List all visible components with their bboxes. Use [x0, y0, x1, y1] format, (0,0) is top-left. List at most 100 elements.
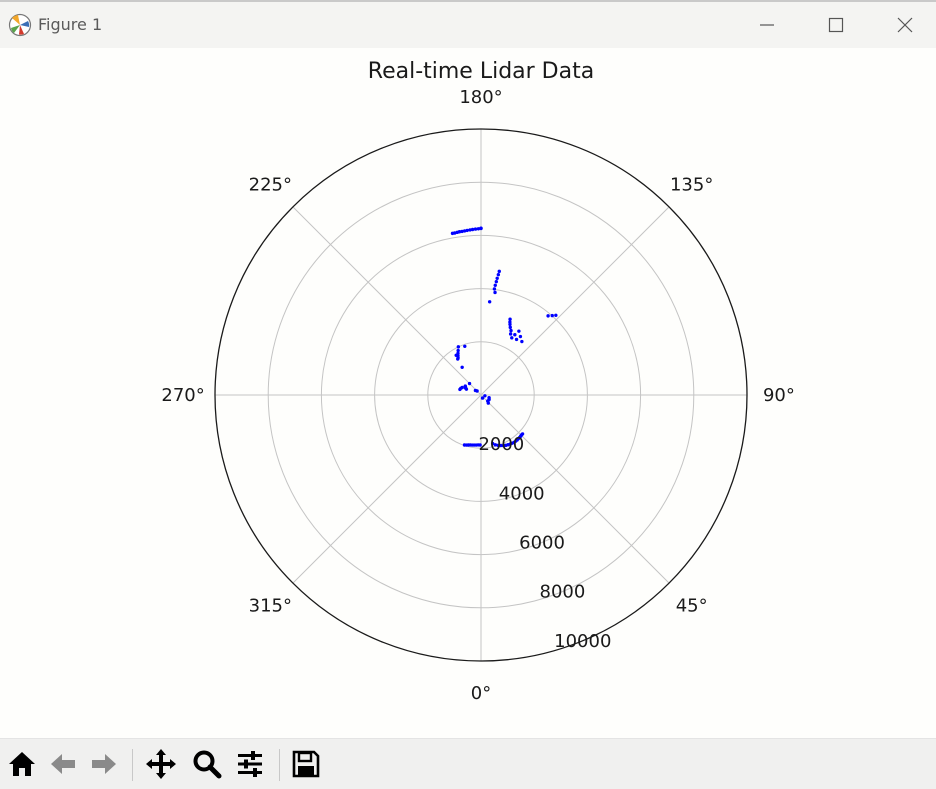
lidar-point [546, 314, 550, 318]
lidar-point [462, 229, 467, 233]
arrow-left-icon [51, 754, 75, 774]
close-button[interactable] [870, 2, 936, 48]
lidar-point [462, 443, 467, 447]
theta-tick-label: 225° [249, 174, 292, 195]
maximize-button[interactable] [801, 2, 871, 48]
lidar-point [513, 332, 517, 337]
lidar-point [459, 386, 463, 390]
lidar-point [501, 443, 506, 448]
lidar-point [467, 381, 472, 386]
chart-title: Real-time Lidar Data [368, 59, 594, 84]
lidar-point [450, 231, 455, 236]
theta-tick-label: 45° [676, 596, 708, 617]
maximize-icon [828, 17, 844, 33]
lidar-point [495, 276, 499, 280]
home-icon [9, 752, 35, 776]
lidar-point [487, 300, 492, 304]
arrow-right-icon [92, 754, 116, 774]
configure-subplots-button[interactable] [232, 746, 268, 782]
theta-tick-label: 90° [763, 385, 795, 406]
angular-grid-line [292, 394, 482, 584]
lidar-point [508, 332, 513, 336]
radial-tick-label: 6000 [519, 532, 565, 553]
lidar-point [483, 394, 487, 398]
radial-tick-label: 8000 [540, 582, 586, 603]
lidar-point [460, 229, 464, 234]
lidar-point [475, 389, 479, 393]
move-icon [146, 749, 176, 779]
lidar-point [470, 227, 475, 232]
close-icon [897, 17, 913, 33]
lidar-point [493, 443, 498, 447]
lidar-point [493, 283, 497, 287]
lidar-point [520, 432, 525, 436]
theta-tick-label: 315° [249, 596, 292, 617]
navigation-toolbar [0, 738, 936, 789]
lidar-point [496, 443, 500, 448]
window-title: Figure 1 [38, 15, 103, 34]
lidar-point [496, 272, 501, 277]
lidar-point [518, 334, 523, 339]
lidar-point [517, 329, 521, 333]
lidar-point [520, 339, 524, 344]
theta-tick-label: 0° [471, 683, 491, 704]
lidar-point [480, 396, 485, 400]
lidar-point [490, 441, 495, 446]
lidar-point [487, 397, 491, 401]
lidar-point [468, 228, 472, 232]
radial-tick-label: 4000 [499, 483, 545, 504]
title-bar[interactable]: Figure 1 [0, 2, 936, 48]
lidar-point [508, 320, 512, 324]
radial-tick-label: 2000 [478, 434, 524, 455]
lidar-point [492, 287, 497, 291]
angular-grid-line [480, 206, 670, 396]
lidar-point [456, 345, 461, 349]
home-button[interactable] [4, 746, 40, 782]
lidar-point [460, 365, 464, 369]
lidar-point [479, 226, 483, 231]
lidar-point [465, 228, 469, 233]
angular-grid-line [292, 206, 482, 396]
minimize-icon [760, 24, 774, 26]
lidar-point [497, 269, 501, 274]
angular-grid-line [480, 394, 670, 584]
radial-tick-label: 10000 [554, 631, 611, 652]
pan-button[interactable] [143, 746, 179, 782]
magnifier-icon [193, 750, 222, 779]
polar-grid [214, 128, 748, 662]
theta-tick-label: 180° [459, 87, 502, 108]
forward-button[interactable] [86, 746, 122, 782]
save-button[interactable] [288, 746, 324, 782]
theta-tick-labels: 0° 45° 90° 135° 180° 225° 270° 315° [161, 87, 794, 704]
lidar-point [514, 337, 519, 342]
lidar-point [550, 313, 554, 318]
polar-chart: Real-time Lidar Data 0° 45° 90° 135° 180° 225… [161, 59, 794, 704]
lidar-point [508, 325, 512, 330]
lidar-point [454, 353, 458, 357]
lidar-point [509, 328, 513, 333]
lidar-point [456, 357, 460, 361]
lidar-point [486, 401, 490, 405]
lidar-point [510, 336, 514, 340]
sliders-icon [238, 751, 262, 777]
lidar-point [554, 313, 558, 318]
polar-spine [214, 128, 748, 662]
theta-tick-label: 270° [161, 385, 204, 406]
lidar-point [456, 348, 460, 353]
lidar-point [508, 317, 512, 321]
lidar-point [473, 227, 478, 231]
zoom-button[interactable] [189, 746, 225, 782]
matplotlib-logo-icon [8, 13, 32, 37]
lidar-point [499, 443, 503, 448]
floppy-disk-icon [292, 750, 320, 778]
figure-canvas[interactable]: Real-time Lidar Data 0° 45° 90° 135° 180° 225… [0, 48, 936, 738]
lidar-point [463, 344, 467, 348]
lidar-point [476, 227, 481, 231]
minimize-button[interactable] [732, 2, 802, 48]
lidar-point [463, 386, 468, 390]
lidar-point [494, 279, 499, 284]
theta-tick-label: 135° [670, 174, 713, 195]
back-button[interactable] [45, 746, 81, 782]
radial-tick-labels: 2000 4000 6000 8000 10000 [478, 434, 611, 652]
